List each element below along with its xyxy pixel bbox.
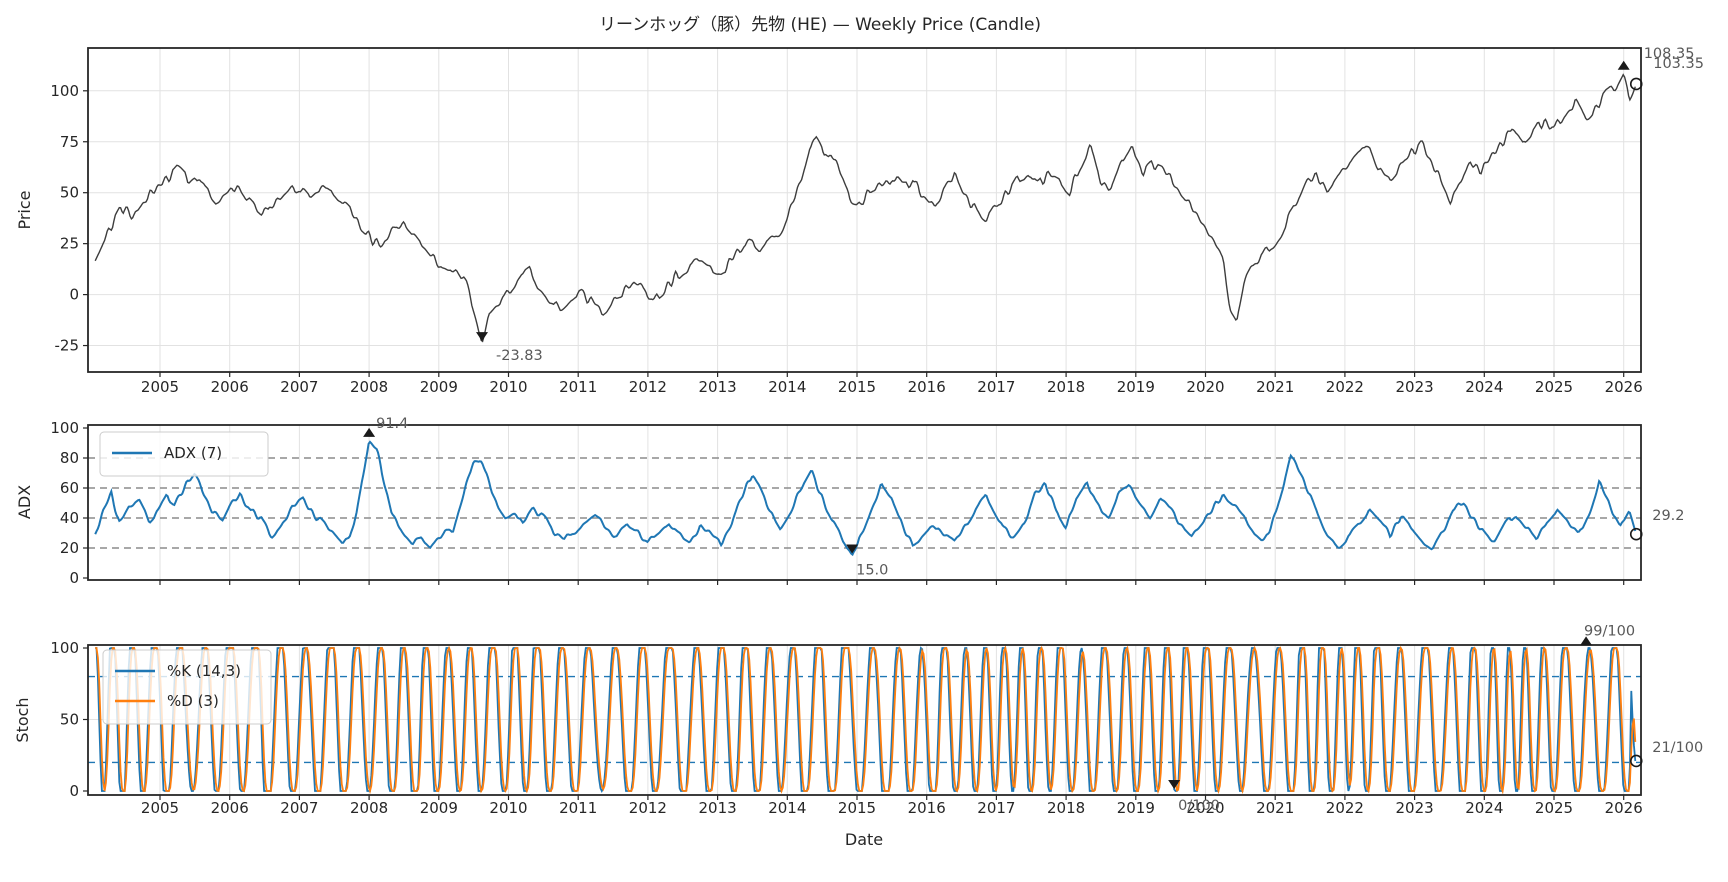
x-tick-label: 2021 <box>1256 799 1294 817</box>
x-tick-label: 2008 <box>350 799 388 817</box>
y-tick-label: 40 <box>60 509 79 527</box>
x-tick-label: 2016 <box>908 799 946 817</box>
y-tick-label: 80 <box>60 449 79 467</box>
panel-borders <box>87 47 1642 796</box>
x-tick-label: 2024 <box>1465 799 1503 817</box>
x-tick-label: 2021 <box>1256 378 1294 396</box>
last-value-marker-icon <box>1629 754 1643 768</box>
x-tick-label: 2026 <box>1605 799 1643 817</box>
x-tick-label: 2020 <box>1186 799 1224 817</box>
date-axis-label: Date <box>845 830 883 849</box>
annotation-value: 21/100 <box>1652 740 1703 756</box>
x-tick-label: 2013 <box>699 799 737 817</box>
last-value-marker-icon <box>1629 77 1643 91</box>
x-tick-label: 2018 <box>1047 378 1085 396</box>
x-tick-label: 2006 <box>211 799 249 817</box>
data-series <box>94 73 1637 795</box>
x-tick-label: 2024 <box>1465 378 1503 396</box>
x-tick-label: 2009 <box>420 378 458 396</box>
price-axis-label: Price <box>15 190 34 229</box>
x-tick-label: 2012 <box>629 799 667 817</box>
x-tick-label: 2023 <box>1396 799 1434 817</box>
y-tick-label: 20 <box>60 539 79 557</box>
y-tick-label: -25 <box>55 337 80 355</box>
annotation-value: 103.35 <box>1653 56 1704 72</box>
min-marker-icon <box>1168 780 1181 789</box>
x-tick-label: 2026 <box>1605 378 1643 396</box>
x-tick-label: 2020 <box>1186 378 1224 396</box>
annotation-value: -23.83 <box>496 348 543 364</box>
chart-title: リーンホッグ（豚）先物 (HE) — Weekly Price (Candle) <box>599 15 1041 35</box>
x-tick-label: 2010 <box>489 799 527 817</box>
legend-label: %K (14,3) <box>167 662 241 680</box>
x-tick-label: 2008 <box>350 378 388 396</box>
y-tick-label: 60 <box>60 479 79 497</box>
min-marker-icon <box>476 332 489 342</box>
annotation-value: 29.2 <box>1652 508 1684 524</box>
x-tick-label: 2014 <box>768 799 806 817</box>
x-tick-label: 2022 <box>1326 799 1364 817</box>
stoch-d-line <box>95 645 1637 795</box>
max-marker-icon <box>363 427 376 437</box>
x-tick-label: 2005 <box>141 799 179 817</box>
annotation-value: 99/100 <box>1584 623 1635 639</box>
legend-box <box>99 431 269 477</box>
grid-lines <box>88 48 1641 795</box>
y-tick-label: 100 <box>50 639 79 657</box>
x-tick-label: 2010 <box>489 378 527 396</box>
y-tick-label: 100 <box>50 419 79 437</box>
y-tick-label: 0 <box>69 782 79 800</box>
x-tick-label: 2014 <box>768 378 806 396</box>
x-tick-label: 2011 <box>559 378 597 396</box>
y-tick-label: 0 <box>69 286 79 304</box>
legend-label: ADX (7) <box>164 444 222 462</box>
min-marker-icon <box>846 544 859 554</box>
x-tick-label: 2025 <box>1535 799 1573 817</box>
x-tick-label: 2015 <box>838 378 876 396</box>
adx-series-line <box>94 440 1637 557</box>
x-tick-label: 2023 <box>1396 378 1434 396</box>
threshold-dashed-lines <box>88 457 1641 764</box>
x-tick-label: 2016 <box>908 378 946 396</box>
y-tick-label: 0 <box>69 569 79 587</box>
x-tick-label: 2015 <box>838 799 876 817</box>
x-tick-label: 2006 <box>211 378 249 396</box>
x-tick-label: 2007 <box>280 799 318 817</box>
x-tick-label: 2013 <box>699 378 737 396</box>
x-tick-label: 2019 <box>1117 799 1155 817</box>
annotation-value: 15.0 <box>856 563 888 579</box>
x-tick-label: 2022 <box>1326 378 1364 396</box>
y-tick-label: 25 <box>60 235 79 253</box>
y-tick-label: 75 <box>60 133 79 151</box>
x-tick-label: 2007 <box>280 378 318 396</box>
price-series-line <box>94 73 1636 343</box>
axis-ticks-and-labels: 2005200520062006200720072008200820092009… <box>50 82 1642 817</box>
legend-label: %D (3) <box>167 692 219 710</box>
x-tick-label: 2017 <box>977 378 1015 396</box>
annotation-value: 0/100 <box>1178 798 1220 814</box>
y-tick-label: 100 <box>50 82 79 100</box>
stoch-axis-label: Stoch <box>13 697 32 742</box>
y-tick-label: 50 <box>60 184 79 202</box>
x-tick-label: 2018 <box>1047 799 1085 817</box>
x-tick-label: 2012 <box>629 378 667 396</box>
max-marker-icon <box>1580 636 1593 646</box>
y-tick-label: 50 <box>60 711 79 729</box>
max-marker-icon <box>1617 60 1630 70</box>
x-tick-label: 2011 <box>559 799 597 817</box>
x-tick-label: 2009 <box>420 799 458 817</box>
adx-axis-label: ADX <box>15 485 34 519</box>
legends: ADX (7) %K (14,3) %D (3) <box>99 431 272 725</box>
x-tick-label: 2017 <box>977 799 1015 817</box>
x-tick-label: 2005 <box>141 378 179 396</box>
annotation-value: 108.35 <box>1644 46 1695 62</box>
last-value-marker-icon <box>1629 527 1643 541</box>
legend-box <box>102 649 272 725</box>
x-tick-label: 2019 <box>1117 378 1155 396</box>
annotation-value: 91.4 <box>376 416 408 432</box>
x-tick-label: 2025 <box>1535 378 1573 396</box>
